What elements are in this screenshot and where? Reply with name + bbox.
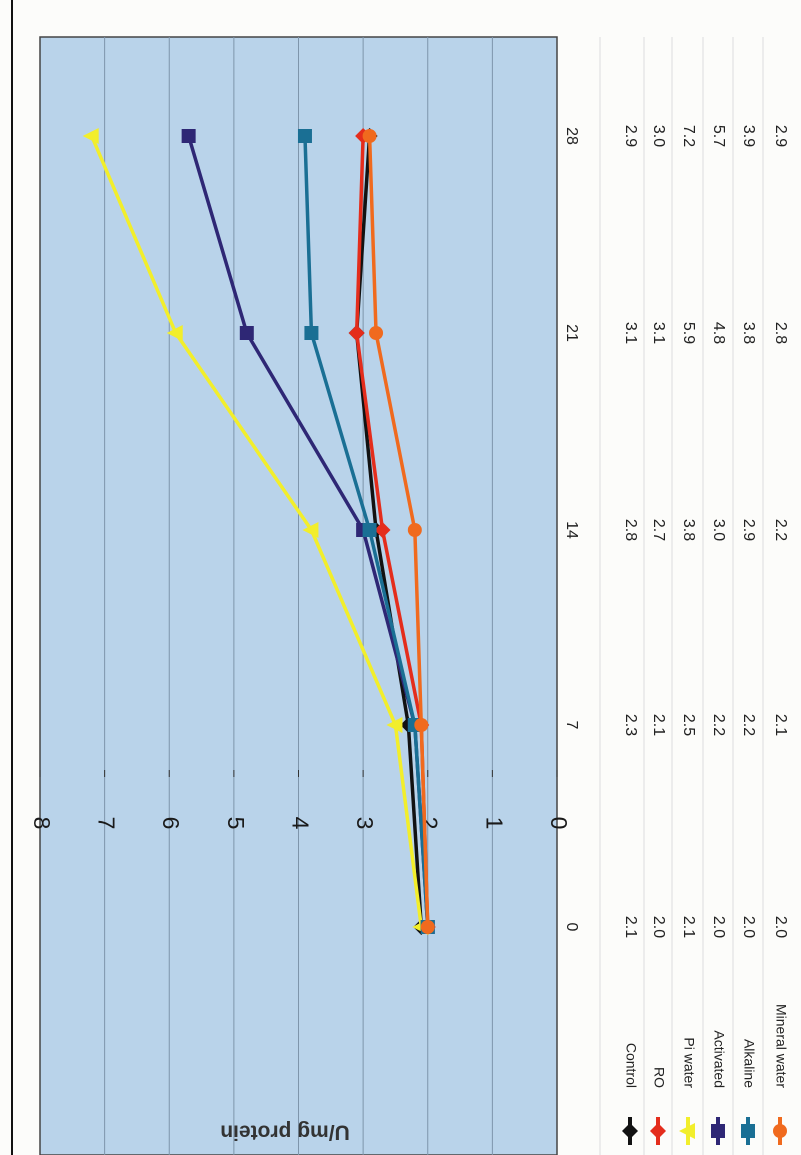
data-point: [679, 1123, 695, 1139]
legend-item: Activated: [711, 1030, 727, 1145]
data-table-cell: 3.9: [740, 125, 757, 147]
data-table-cell: 2.8: [772, 322, 789, 344]
y-tick-label: 4: [287, 817, 313, 830]
x-category-label: 28: [563, 127, 580, 145]
data-point: [386, 717, 403, 733]
legend-label: Pi water: [681, 1037, 697, 1088]
y-tick-label: 7: [94, 817, 120, 830]
data-point: [348, 325, 365, 341]
data-table-cell: 3.8: [740, 322, 757, 344]
data-table-cell: 2.9: [772, 125, 789, 147]
legend-label: Alkaline: [741, 1039, 757, 1088]
y-tick-label: 8: [29, 817, 55, 830]
data-table-cell: 2.0: [772, 916, 789, 938]
y-tick-label: 0: [546, 817, 572, 830]
x-category-label: 21: [563, 324, 580, 342]
data-table-cell: 2.3: [622, 714, 639, 736]
data-table-cell: 5.7: [710, 125, 727, 147]
legend-label: Control: [623, 1043, 639, 1088]
y-tick-label: 6: [158, 817, 184, 830]
data-point: [362, 129, 377, 143]
legend-label: Mineral water: [773, 1004, 789, 1088]
data-point: [741, 1124, 755, 1138]
legend-item: Control: [622, 1043, 639, 1145]
data-point: [420, 920, 435, 934]
data-point: [407, 523, 422, 537]
data-table-cell: 2.1: [772, 714, 789, 736]
data-point: [302, 522, 319, 538]
data-table-cell: 3.1: [650, 322, 667, 344]
data-point: [304, 326, 319, 340]
data-table-cell: 2.1: [650, 714, 667, 736]
x-category-label: 0: [563, 923, 580, 932]
data-point: [297, 129, 312, 143]
data-table-cell: 5.9: [680, 322, 697, 344]
data-point: [414, 718, 429, 732]
data-table-cell: 2.2: [740, 714, 757, 736]
data-table-cell: 3.0: [650, 125, 667, 147]
data-point: [650, 1123, 666, 1139]
data-point: [166, 325, 183, 341]
series-group: [362, 129, 435, 934]
data-table-cell: 2.2: [710, 714, 727, 736]
legend-item: Pi water: [679, 1037, 697, 1145]
x-category-label: 14: [563, 521, 580, 539]
data-table-cell: 3.1: [622, 322, 639, 344]
page-border-line: [11, 0, 13, 1155]
y-tick-label: 1: [481, 817, 507, 830]
data-table-cell: 2.1: [680, 916, 697, 938]
data-table-cell: 3.0: [710, 519, 727, 541]
legend-label: Activated: [711, 1030, 727, 1088]
data-table-cell: 2.9: [622, 125, 639, 147]
data-point: [369, 326, 384, 340]
data-point: [374, 522, 391, 538]
legend-item: RO: [650, 1067, 667, 1145]
data-point: [239, 326, 254, 340]
data-table-cell: 2.1: [622, 916, 639, 938]
y-tick-label: 5: [223, 817, 249, 830]
data-table-cell: 2.9: [740, 519, 757, 541]
data-table-cell: 2.2: [772, 519, 789, 541]
data-table-cell: 2.7: [650, 519, 667, 541]
data-table-cell: 3.8: [680, 519, 697, 541]
legend-item: Alkaline: [741, 1039, 757, 1145]
data-table-cell: 2.0: [740, 916, 757, 938]
data-table-cell: 2.5: [680, 714, 697, 736]
data-table-cell: 2.8: [622, 519, 639, 541]
x-category-label: 7: [563, 721, 580, 730]
legend-label: RO: [651, 1067, 667, 1088]
data-table-cell: 7.2: [680, 125, 697, 147]
data-table-cell: 2.0: [710, 916, 727, 938]
data-table-cell: 4.8: [710, 322, 727, 344]
data-point: [773, 1124, 787, 1138]
data-point: [82, 128, 99, 144]
data-point: [181, 129, 196, 143]
data-point: [362, 523, 377, 537]
data-point: [711, 1124, 725, 1138]
legend-item: Mineral water: [773, 1004, 789, 1145]
data-point: [622, 1123, 638, 1139]
y-tick-label: 3: [352, 817, 378, 830]
data-table-cell: 2.0: [650, 916, 667, 938]
y-axis-title: U/mg protein: [220, 1120, 350, 1143]
